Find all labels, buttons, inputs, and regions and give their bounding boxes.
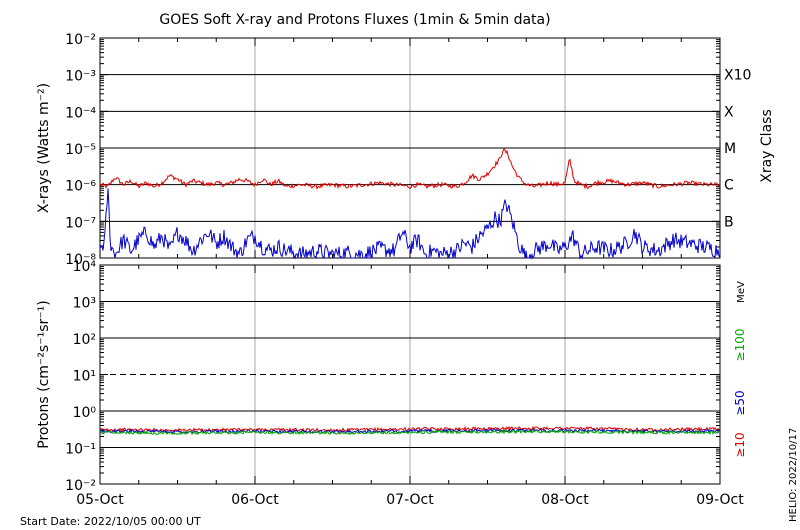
xray-class-label: M xyxy=(724,141,736,157)
y-tick-label: 10⁻⁷ xyxy=(65,215,96,231)
y-tick-label: 10⁴ xyxy=(73,259,97,275)
y-tick-label: 10⁻² xyxy=(65,32,96,48)
xray-class-label: C xyxy=(724,178,734,194)
xray-class-label: B xyxy=(724,214,734,230)
y-tick-label: 10⁻¹ xyxy=(65,442,96,458)
x-tick-label: 09-Oct xyxy=(696,492,744,508)
series-line-2 xyxy=(99,428,721,435)
y-tick-label: 10⁻² xyxy=(65,478,96,494)
start-date: Start Date: 2022/10/05 00:00 UT xyxy=(20,515,201,528)
energy-unit-label: MeV xyxy=(736,281,747,303)
helio-credit: HELIO: 2022/10/17 xyxy=(788,428,799,522)
energy-label: ≥50 xyxy=(733,390,747,415)
x-tick-label: 05-Oct xyxy=(76,492,124,508)
y-axis-label: X-rays (Watts m⁻²) xyxy=(36,83,52,213)
y-tick-label: 10⁻⁴ xyxy=(65,105,96,121)
y-tick-label: 10⁻⁶ xyxy=(65,179,96,195)
y-tick-label: 10⁻⁵ xyxy=(65,142,96,158)
y-tick-label: 10¹ xyxy=(73,369,96,385)
xray-class-label: X10 xyxy=(724,68,751,84)
chart-title: GOES Soft X-ray and Protons Fluxes (1min… xyxy=(159,12,550,28)
xray-panel: 10⁻² 10⁻³ 10⁻⁴ 10⁻⁵ 10⁻⁶ 10⁻⁷ 10⁻⁸ X-rays (Watt… xyxy=(36,32,775,268)
y-tick-label: 10⁻³ xyxy=(65,69,96,85)
series-line-2 xyxy=(99,188,721,260)
x-tick-label: 07-Oct xyxy=(386,492,434,508)
y-tick-label: 10⁰ xyxy=(73,405,97,421)
series-line-1 xyxy=(99,147,721,190)
x-tick-label: 08-Oct xyxy=(541,492,589,508)
y-axis-label: Protons (cm⁻²s⁻¹sr⁻¹) xyxy=(36,300,52,449)
y-tick-label: 10⁻⁸ xyxy=(65,252,96,268)
y-tick-label: 10² xyxy=(73,332,96,348)
proton-panel: 10⁴ 10³ 10² 10¹ 10⁰ 10⁻¹ 10⁻² Protons (cm⁻²s⁻¹s… xyxy=(36,259,747,508)
series-line-3 xyxy=(99,429,721,436)
y-tick-label: 10³ xyxy=(73,296,96,312)
xray-class-label: X xyxy=(724,104,734,120)
energy-label: ≥10 xyxy=(733,432,747,457)
energy-label: ≥100 xyxy=(733,329,747,362)
x-tick-label: 06-Oct xyxy=(231,492,279,508)
xray-class-axis-label: Xray Class xyxy=(759,109,775,183)
